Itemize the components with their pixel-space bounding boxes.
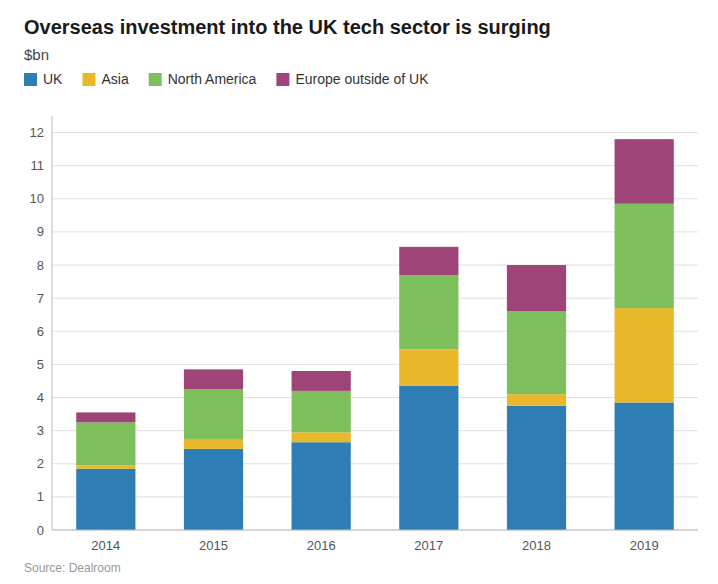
grid-line	[52, 132, 698, 133]
legend-label: Asia	[101, 71, 128, 87]
bar-segment	[184, 449, 243, 530]
bar-segment	[76, 412, 135, 422]
legend-swatch	[276, 73, 289, 86]
y-tick-label: 5	[37, 357, 44, 372]
x-tick-label: 2014	[91, 538, 120, 553]
bar-segment	[399, 349, 458, 385]
grid-line	[52, 231, 698, 232]
source: Source: Dealroom	[24, 561, 121, 575]
y-tick-label: 1	[37, 489, 44, 504]
legend-swatch	[24, 73, 37, 86]
bar-segment	[399, 247, 458, 275]
grid-line	[52, 397, 698, 398]
y-tick-label: 9	[37, 224, 44, 239]
bar-segment	[184, 369, 243, 389]
grid-line	[52, 298, 698, 299]
grid-line	[52, 364, 698, 365]
bar-segment	[399, 275, 458, 350]
bar-segment	[292, 432, 351, 442]
y-tick-label: 0	[37, 523, 44, 538]
y-tick-label: 12	[30, 125, 44, 140]
bar-segment	[292, 371, 351, 391]
bar-segment	[507, 265, 566, 311]
bars	[76, 139, 674, 530]
legend-label: Europe outside of UK	[295, 71, 429, 87]
x-tick-label: 2018	[522, 538, 551, 553]
x-tick-label: 2016	[307, 538, 336, 553]
bar-segment	[76, 469, 135, 530]
x-tick-label: 2019	[630, 538, 659, 553]
bar-segment	[507, 394, 566, 406]
bar-segment	[615, 402, 674, 530]
legend-label: UK	[43, 71, 63, 87]
y-tick-label: 7	[37, 291, 44, 306]
bar-segment	[76, 422, 135, 465]
grid-line	[52, 331, 698, 332]
bar-segment	[399, 386, 458, 530]
bar-segment	[615, 204, 674, 308]
bar-segment	[76, 465, 135, 468]
x-tick-label: 2017	[414, 538, 443, 553]
y-tick-label: 10	[30, 191, 44, 206]
legend-label: North America	[168, 71, 257, 87]
chart: Overseas investment into the UK tech sec…	[0, 0, 718, 584]
subtitle: $bn	[24, 46, 49, 63]
grid-line	[52, 530, 698, 531]
legend: UK Asia North America Europe outside of UK	[24, 71, 429, 87]
legend-swatch	[149, 73, 162, 86]
y-tick-label: 4	[37, 390, 44, 405]
y-tick-label: 6	[37, 324, 44, 339]
grid-line	[52, 165, 698, 166]
grid	[52, 133, 698, 530]
title: Overseas investment into the UK tech sec…	[24, 16, 551, 38]
y-axis-line	[52, 116, 53, 530]
grid-line	[52, 463, 698, 464]
bar-segment	[615, 139, 674, 204]
bar-segment	[507, 311, 566, 394]
grid-line	[52, 265, 698, 266]
grid-line	[52, 430, 698, 431]
grid-line	[52, 198, 698, 199]
bar-segment	[292, 442, 351, 530]
grid-line	[52, 496, 698, 497]
y-tick-label: 2	[37, 456, 44, 471]
legend-swatch	[82, 73, 95, 86]
x-axis-line	[52, 530, 698, 531]
x-tick-label: 2015	[199, 538, 228, 553]
bar-segment	[184, 439, 243, 449]
bar-segment	[615, 308, 674, 402]
bar-segment	[292, 391, 351, 432]
bar-segment	[507, 406, 566, 530]
bar-segment	[184, 389, 243, 439]
y-tick-label: 3	[37, 423, 44, 438]
y-tick-label: 11	[31, 158, 45, 173]
y-tick-label: 8	[37, 258, 44, 273]
